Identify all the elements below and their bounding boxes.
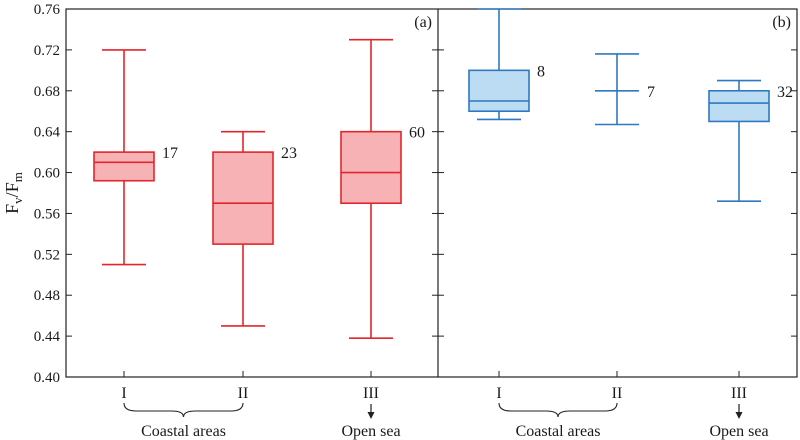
x-tick-label: I	[121, 385, 126, 402]
y-tick-label: 0.44	[34, 329, 61, 345]
iqr-box	[340, 130, 402, 205]
box-I: 17	[93, 49, 178, 266]
y-tick-label: 0.40	[34, 370, 60, 386]
y-tick-label: 0.76	[34, 2, 61, 18]
y-tick-label: 0.72	[34, 43, 60, 59]
x-tick-label: I	[496, 385, 501, 402]
panel-label: (a)	[414, 14, 432, 31]
y-tick-label: 0.64	[34, 125, 61, 141]
box-II: 7	[595, 53, 655, 126]
y-tick-label: 0.48	[34, 288, 60, 304]
panel-a: (a) 17 23 60	[93, 14, 432, 339]
box-III: 60	[340, 38, 425, 339]
plot-border	[65, 8, 798, 378]
sample-count: 17	[162, 145, 178, 162]
iqr-box	[468, 69, 530, 113]
iqr-box	[93, 151, 155, 182]
coastal-brace	[498, 402, 618, 418]
panels: (a) 17 23 60 (b) 8 7 32	[93, 8, 793, 339]
group-label-open-sea: Open sea	[709, 423, 768, 440]
sample-count: 8	[537, 63, 545, 80]
x-tick-label: II	[238, 385, 249, 402]
box-II: 23	[212, 130, 297, 327]
x-tick-label: II	[612, 385, 623, 402]
x-tick-label: III	[363, 385, 379, 402]
open-sea-arrow-head	[735, 412, 743, 419]
sample-count: 7	[647, 84, 655, 101]
y-axis: 0.40 0.44 0.48 0.52 0.56 0.60 0.64 0.68 0.72 0.76	[34, 2, 797, 386]
coastal-brace	[123, 402, 244, 418]
iqr-box	[708, 89, 770, 123]
panel-b: (b) 8 7 32	[468, 8, 793, 202]
panel-label: (b)	[772, 14, 791, 31]
box-I: 8	[468, 8, 545, 121]
group-label-open-sea: Open sea	[341, 423, 400, 440]
y-axis-label: Fv/Fm	[2, 172, 25, 214]
sample-count: 60	[409, 125, 425, 142]
box-III: 32	[708, 79, 793, 202]
plot-frame	[65, 8, 798, 378]
sample-count: 32	[777, 84, 793, 101]
y-tick-label: 0.60	[34, 166, 60, 182]
iqr-box	[212, 151, 274, 245]
group-label-coastal: Coastal areas	[516, 423, 601, 440]
x-tick-label: III	[731, 385, 747, 402]
sample-count: 23	[281, 145, 297, 162]
open-sea-arrow-head	[367, 412, 375, 419]
y-tick-label: 0.56	[34, 206, 61, 222]
y-tick-label: 0.52	[34, 247, 60, 263]
group-label-coastal: Coastal areas	[141, 423, 226, 440]
y-tick-label: 0.68	[34, 84, 60, 100]
